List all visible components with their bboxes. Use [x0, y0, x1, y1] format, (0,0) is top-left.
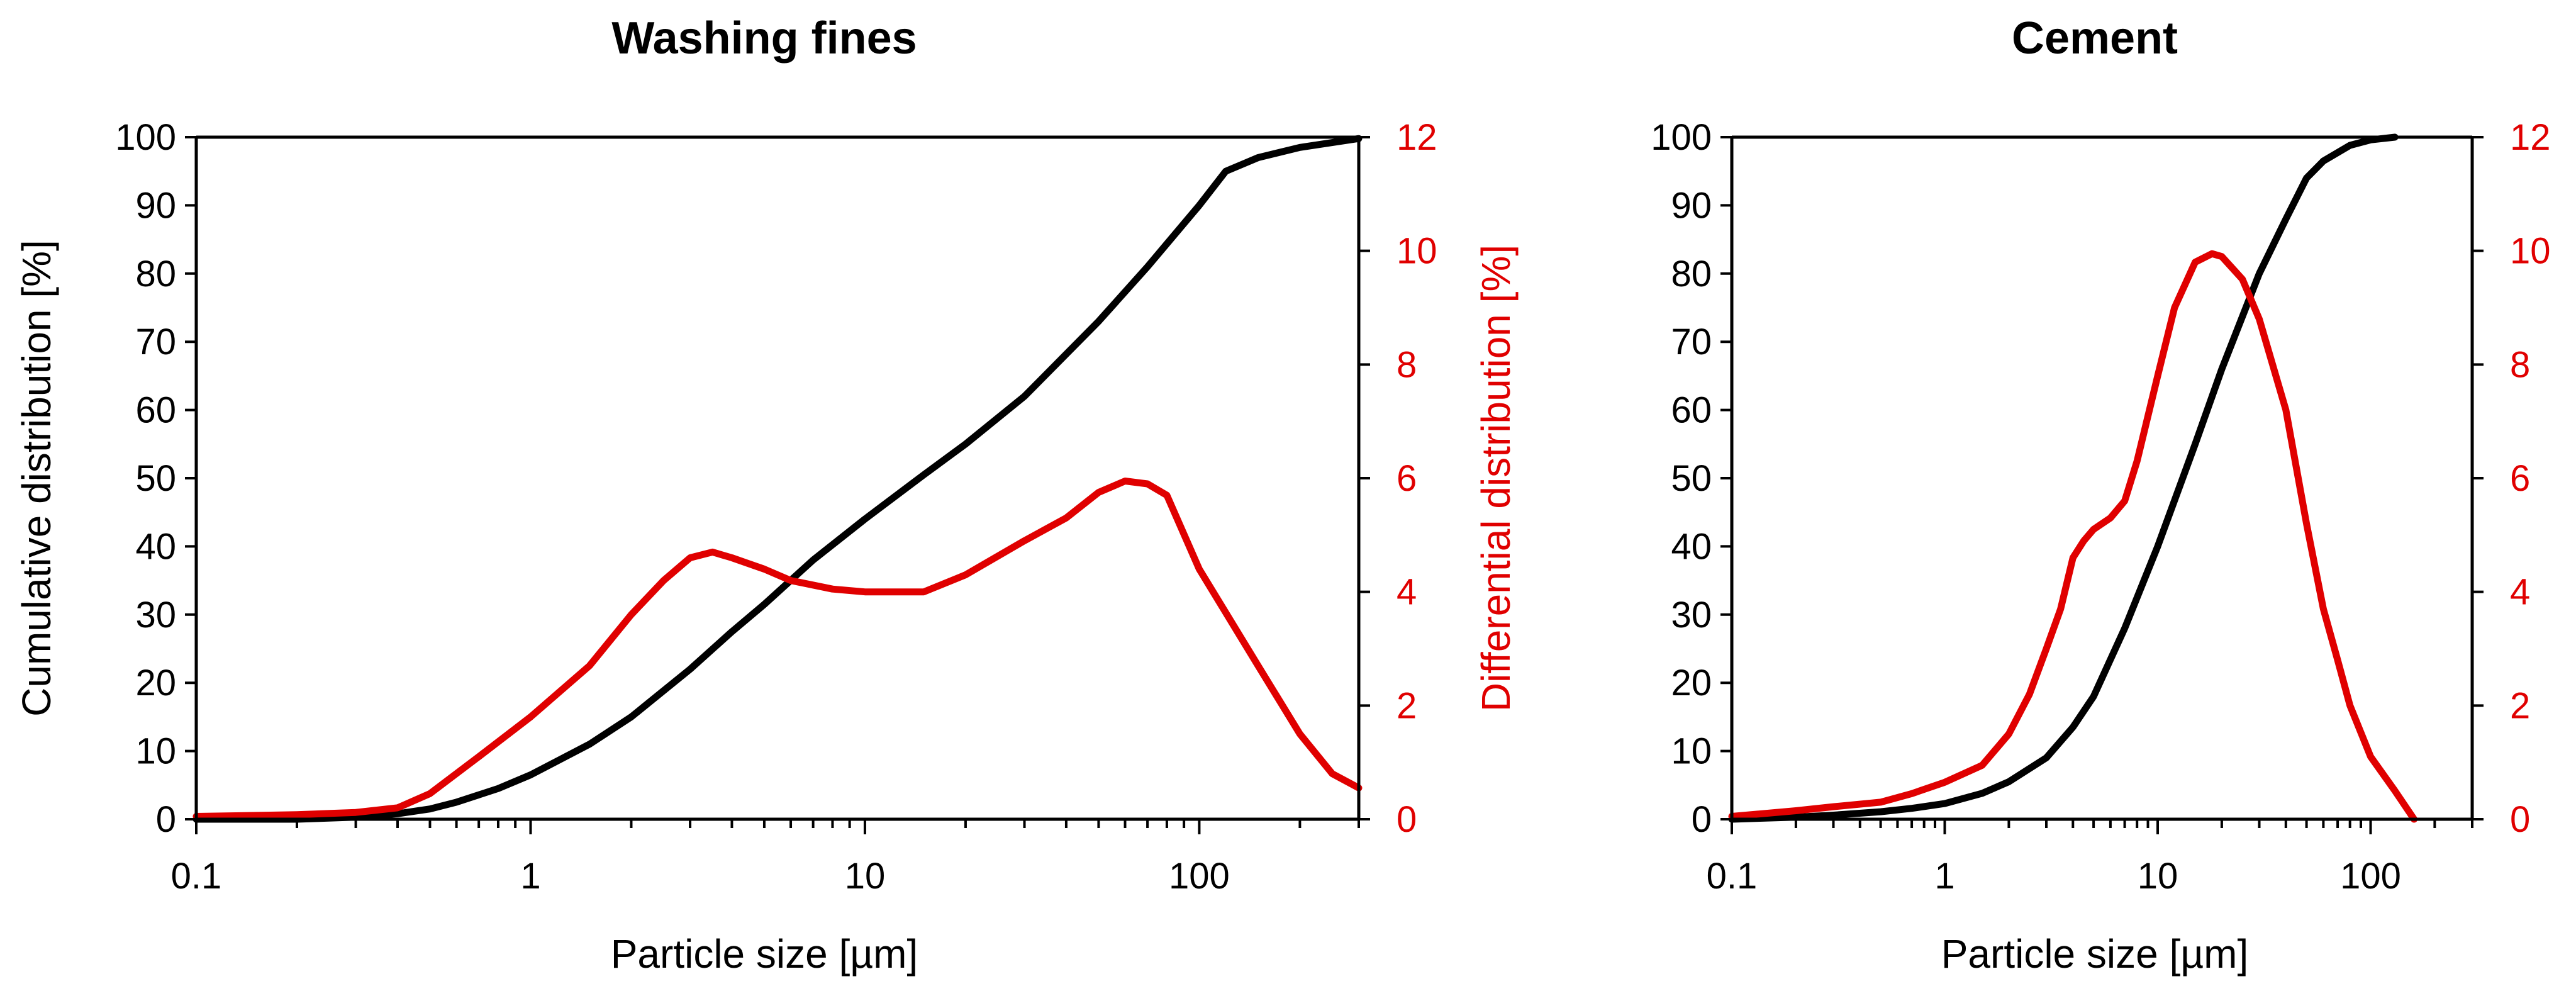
- y-tick-label: 0: [1692, 799, 1712, 840]
- y-tick-label: 70: [135, 322, 176, 362]
- y2-tick-label: 8: [1397, 344, 1417, 385]
- y-tick-label: 80: [135, 254, 176, 294]
- y2-tick-label: 10: [1397, 231, 1437, 272]
- y-tick-label: 100: [1651, 117, 1712, 158]
- cumulative-distribution-line: [192, 135, 1363, 823]
- y-tick-label: 10: [1671, 731, 1712, 772]
- y2-axis-label: Differential distribution [%]: [1473, 245, 1519, 712]
- y-tick-label: 80: [1671, 254, 1712, 294]
- y-axis-label: Cumulative distribution [%]: [14, 240, 59, 717]
- y-tick-label: 40: [135, 526, 176, 567]
- x-axis-label: Particle size [µm]: [1941, 931, 2249, 977]
- y-tick-label: 30: [1671, 595, 1712, 635]
- y-tick-label: 60: [1671, 390, 1712, 431]
- y2-tick-label: 0: [2510, 799, 2530, 840]
- y2-tick-label: 12: [2510, 117, 2551, 158]
- y2-tick-label: 4: [2510, 572, 2530, 613]
- x-tick-label: 10: [2138, 856, 2178, 897]
- y2-tick-label: 10: [2510, 231, 2551, 272]
- y2-tick-label: 2: [2510, 685, 2530, 726]
- y2-tick-label: 0: [1397, 799, 1417, 840]
- cumulative-distribution-line: [1728, 133, 2399, 823]
- x-axis-label: Particle size [µm]: [611, 931, 918, 977]
- differential-distribution-line: [192, 478, 1363, 820]
- y2-tick-label: 4: [1397, 572, 1417, 613]
- chart-title: Washing fines: [611, 13, 917, 64]
- y-tick-label: 0: [156, 799, 176, 840]
- y-tick-label: 60: [135, 390, 176, 431]
- y-tick-label: 20: [135, 663, 176, 703]
- x-tick-label: 0.1: [1707, 856, 1758, 897]
- chart-cement: Cement 0 10 20 30 40 50 60 70 80 90 100 0 2 4 6 8 10 12 0.…: [1651, 13, 2550, 977]
- y-tick-label: 10: [135, 731, 176, 772]
- y2-tick-label: 6: [2510, 458, 2530, 499]
- y2-tick-label: 6: [1397, 458, 1417, 499]
- y-tick-label: 70: [1671, 322, 1712, 362]
- x-tick-label: 100: [2340, 856, 2401, 897]
- x-tick-label: 1: [1934, 856, 1954, 897]
- y-tick-label: 40: [1671, 526, 1712, 567]
- y-tick-label: 100: [115, 117, 176, 158]
- chart-washing-fines: Washing fines 0 10 20 30 40 50 60 70 80 90 100 0 2 4 6…: [14, 13, 1519, 977]
- x-tick-label: 1: [520, 856, 540, 897]
- y-tick-label: 50: [135, 458, 176, 499]
- y-tick-label: 90: [135, 185, 176, 226]
- chart-title: Cement: [2012, 13, 2178, 64]
- x-tick-label: 0.1: [171, 856, 222, 897]
- x-tick-label: 10: [845, 856, 886, 897]
- differential-distribution-line: [1728, 250, 2418, 823]
- y2-tick-label: 12: [1397, 117, 1437, 158]
- y-tick-label: 30: [135, 595, 176, 635]
- y2-tick-label: 8: [2510, 344, 2530, 385]
- y2-tick-label: 2: [1397, 685, 1417, 726]
- x-tick-label: 100: [1169, 856, 1230, 897]
- y-tick-label: 50: [1671, 458, 1712, 499]
- y-tick-label: 20: [1671, 663, 1712, 703]
- y-tick-label: 90: [1671, 185, 1712, 226]
